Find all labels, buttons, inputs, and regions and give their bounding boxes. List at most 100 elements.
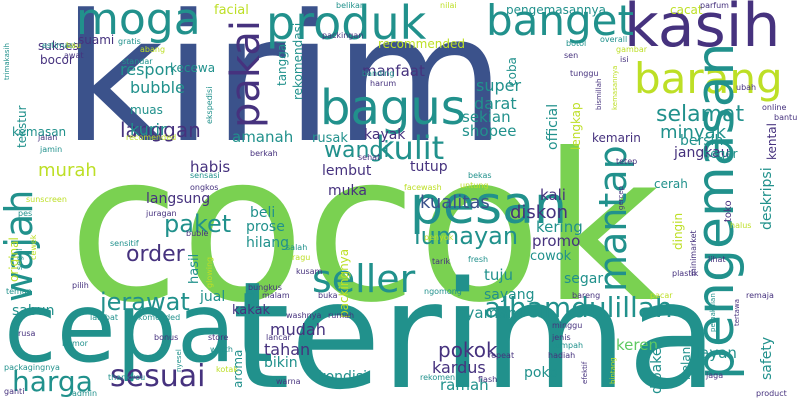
word-recommended: recommended [378, 37, 465, 51]
word-pesan: pesan [410, 176, 567, 236]
word-sensitif: sensitif [110, 239, 139, 248]
word-nomor: nomor [62, 339, 88, 348]
word-kemasan: kemasan [12, 125, 67, 139]
word-cowok: cowok [530, 249, 572, 264]
word-pilih: pilih [72, 281, 89, 290]
word-kemasannya: kemasannya [611, 65, 619, 110]
word-minyak: minyak [660, 122, 727, 143]
word-malam: malam [262, 291, 290, 300]
word-ragu: ragu [292, 253, 311, 262]
word-belanja: belanja [679, 336, 693, 380]
word-juragan: juragan [146, 209, 177, 218]
word-lembut: lembut [322, 163, 372, 179]
word-packingan: packingan [322, 31, 364, 40]
word-dingin: dingin [671, 212, 685, 250]
word-nyaman: nyaman [456, 304, 517, 322]
word-kondisi: kondisi [318, 369, 368, 385]
word-cewek: cewek [29, 234, 38, 260]
word-suami: suami [78, 33, 115, 47]
word-sukses: sukses [38, 39, 79, 53]
word-langsung: langsung [146, 191, 211, 207]
word-trimakasih: trimakasih [3, 43, 11, 80]
word-manfaat: manfaat [362, 62, 425, 80]
word-seller: seller [312, 257, 416, 301]
word-ekspedisi: ekspedisi [205, 86, 214, 124]
word-cacat: cacat [670, 3, 703, 17]
word-nyesel: nyesel [175, 349, 183, 372]
word-shopee: shopee [462, 122, 517, 140]
word-salah: salah [286, 243, 308, 252]
word-berkah: berkah [250, 149, 278, 158]
word-pengemasannya: pengemasannya [506, 3, 606, 17]
word-tunggu: tunggu [570, 69, 599, 78]
word-rusak: rusak [312, 131, 348, 146]
word-poko: poko [524, 365, 558, 381]
word-kualitas: kualitas [420, 192, 490, 213]
word-rekomen: rekomen [420, 373, 456, 382]
word-repeat: repeat [488, 351, 515, 360]
word-mudah: mudah [270, 320, 326, 339]
word-gercep: gercep [617, 185, 625, 210]
word-rusa: rusa [18, 329, 36, 338]
word-belikan: belikan [336, 1, 365, 10]
word-coba: coba [505, 57, 519, 86]
word-lancar: lancar [266, 333, 291, 342]
word-terima: terima [232, 250, 718, 400]
word-recomended: recomended [126, 133, 177, 142]
word-parfum: parfum [700, 1, 729, 10]
word-isi: isi [620, 55, 629, 64]
word-overall: overall [600, 35, 628, 44]
word-bareng: bareng [572, 291, 601, 300]
word-thankyou: thankyou [108, 373, 146, 382]
word-rumah: rumah [328, 311, 355, 320]
word-promo: promo [532, 232, 581, 250]
word-jaga: jaga [706, 371, 724, 380]
word-jalan: jalan [38, 133, 58, 142]
word-bagus: bagus [320, 80, 466, 136]
word-layan: layan [696, 344, 737, 362]
word-safety: safety [759, 336, 775, 380]
word-kotak: kotak [216, 365, 238, 374]
word-sensasi: sensasi [190, 171, 220, 180]
word-kurir: kurir [130, 120, 167, 139]
word-kulit: kulit [376, 129, 445, 167]
word-paket: paket [164, 210, 232, 238]
word-segar: segar [564, 271, 604, 287]
word-sen: sen [564, 51, 579, 60]
word-awat: awat [64, 51, 84, 60]
word-harga: harga [12, 365, 93, 398]
word-lihat: lihat [708, 255, 726, 264]
word-estimasi: estimasi [42, 41, 76, 50]
word-gambar: gambar [616, 45, 648, 54]
word-segel: segel [15, 248, 24, 270]
word-gratis: gratis [118, 37, 141, 46]
word-selamat: selamat [656, 102, 745, 127]
word-tanggal: tanggal [275, 40, 289, 86]
word-order: order [126, 242, 185, 267]
word-pacar: pacar [650, 291, 673, 300]
word-tekstur: tekstur [15, 105, 29, 148]
word-kemarin: kemarin [592, 131, 641, 145]
word-plastik: plastik [672, 269, 699, 278]
word-seger: seger [704, 147, 738, 161]
word-bekas: bekas [468, 171, 492, 180]
word-prose: prose [246, 219, 285, 235]
word-sabun: sabun [12, 303, 55, 319]
word-bismillah: bismillah [595, 78, 603, 110]
word-tutup: tutup [410, 159, 448, 175]
word-botol: botol [566, 39, 587, 48]
word-bau: bau [66, 41, 82, 50]
word-tahan: tahan [264, 340, 311, 359]
word-packagingnya: packagingnya [4, 363, 60, 372]
word-bonus: bonus [154, 333, 179, 342]
word-alhamdulillah: alhamdulillah [484, 291, 673, 324]
word-kayak: kayak [364, 127, 406, 143]
word-sesuai: sesuai [110, 359, 206, 394]
word-minggu: minggu [552, 321, 583, 330]
word-cepat: cepat [4, 272, 274, 384]
word-kering: kering [536, 218, 583, 236]
word-facial: facial [214, 3, 249, 18]
word-warna: warna [276, 377, 301, 386]
word-harum: harum [370, 79, 397, 88]
